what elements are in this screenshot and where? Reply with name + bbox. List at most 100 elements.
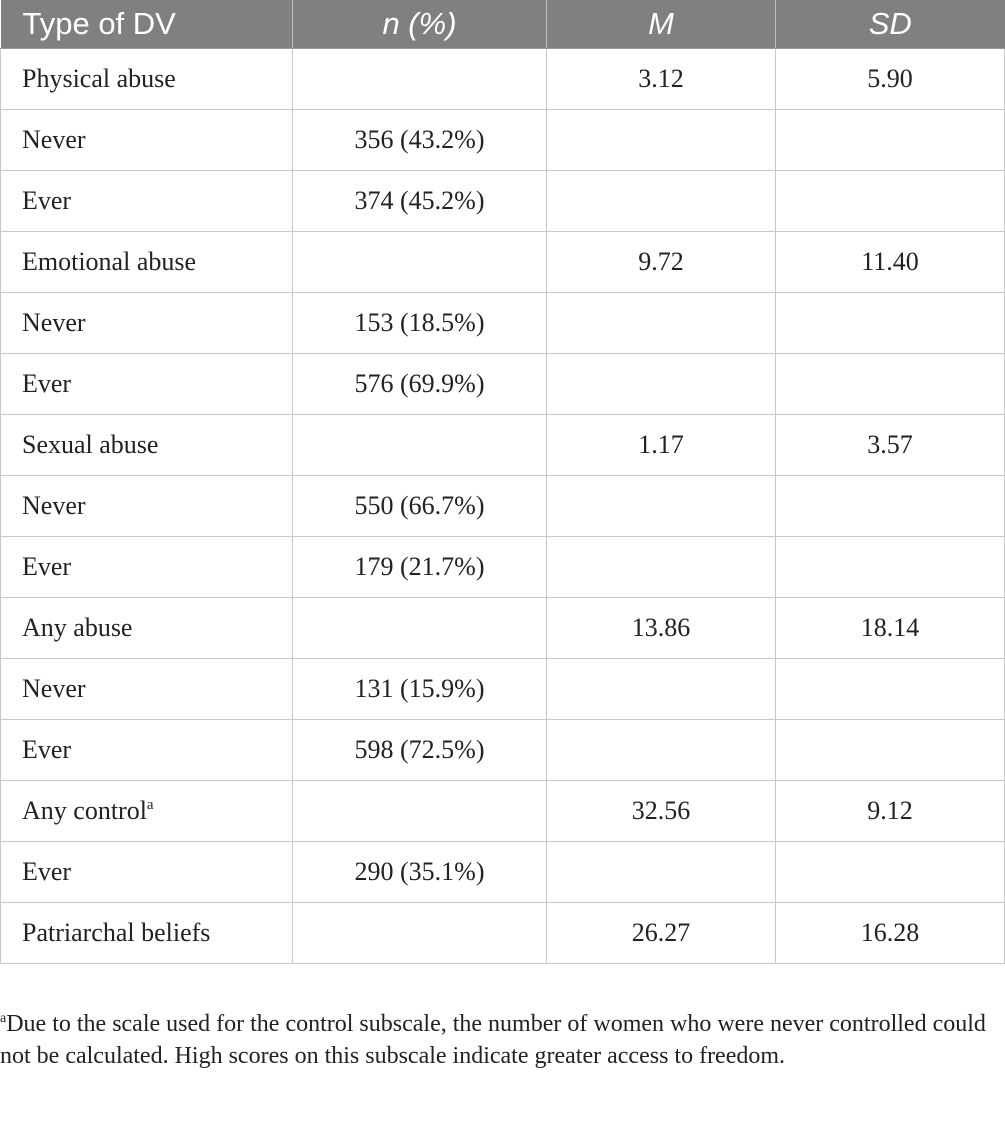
row-label-cell: Never (0, 109, 293, 171)
table-row: Never 131 (15.9%) (0, 658, 1005, 720)
table-row: Ever 179 (21.7%) (0, 536, 1005, 598)
mean-cell (546, 109, 776, 171)
table-footnote: aDue to the scale used for the control s… (0, 1008, 1000, 1072)
table-row: Ever 598 (72.5%) (0, 719, 1005, 781)
mean-cell: 32.56 (546, 780, 776, 842)
row-label-cell: Sexual abuse (0, 414, 293, 476)
mean-cell (546, 353, 776, 415)
header-n-percent: n (%) (292, 0, 547, 49)
mean-cell: 1.17 (546, 414, 776, 476)
sd-cell (775, 841, 1005, 903)
table-row: Never 550 (66.7%) (0, 475, 1005, 537)
row-label: Ever (22, 552, 72, 581)
row-label: Any abuse (22, 613, 133, 642)
table-row: Physical abuse 3.12 5.90 (0, 48, 1005, 110)
table-row: Sexual abuse 1.17 3.57 (0, 414, 1005, 476)
row-label: Never (22, 125, 86, 154)
sd-cell: 3.57 (775, 414, 1005, 476)
row-label: Ever (22, 735, 72, 764)
n-percent-cell (292, 414, 547, 476)
row-label-cell: Ever (0, 170, 293, 232)
table-row: Ever 576 (69.9%) (0, 353, 1005, 415)
row-label-cell: Any controla (0, 780, 293, 842)
row-label-cell: Physical abuse (0, 48, 293, 110)
row-label-cell: Emotional abuse (0, 231, 293, 293)
sd-cell (775, 109, 1005, 171)
footnote-marker: a (0, 1011, 7, 1026)
row-label-cell: Never (0, 292, 293, 354)
table-row: Ever 290 (35.1%) (0, 841, 1005, 903)
table-row: Never 356 (43.2%) (0, 109, 1005, 171)
sd-cell (775, 170, 1005, 232)
table-body: Physical abuse 3.12 5.90 Never 356 (43.2%) Ev… (0, 48, 1005, 964)
footnote-text: Due to the scale used for the control su… (0, 1011, 986, 1069)
sd-cell: 9.12 (775, 780, 1005, 842)
row-label: Never (22, 491, 86, 520)
sd-cell: 18.14 (775, 597, 1005, 659)
row-label: Ever (22, 857, 72, 886)
mean-cell (546, 170, 776, 232)
sd-cell: 5.90 (775, 48, 1005, 110)
row-label-cell: Ever (0, 841, 293, 903)
sd-cell (775, 353, 1005, 415)
n-percent-cell (292, 597, 547, 659)
n-percent-cell (292, 48, 547, 110)
footnote-ref: a (146, 797, 154, 813)
dv-descriptives-table: Type of DV n (%) M SD Physical abuse 3.12… (0, 0, 1005, 964)
n-percent-cell (292, 231, 547, 293)
header-type-of-dv: Type of DV (0, 0, 293, 49)
row-label-cell: Never (0, 475, 293, 537)
n-percent-cell: 153 (18.5%) (292, 292, 547, 354)
n-percent-cell: 374 (45.2%) (292, 170, 547, 232)
row-label: Sexual abuse (22, 430, 159, 459)
n-percent-cell: 576 (69.9%) (292, 353, 547, 415)
table-row: Patriarchal beliefs 26.27 16.28 (0, 902, 1005, 964)
table-row: Any controla 32.56 9.12 (0, 780, 1005, 842)
mean-cell (546, 292, 776, 354)
table-header: Type of DV n (%) M SD (0, 0, 1005, 49)
sd-cell: 11.40 (775, 231, 1005, 293)
header-sd: SD (775, 0, 1005, 49)
row-label-cell: Ever (0, 536, 293, 598)
sd-cell (775, 719, 1005, 781)
row-label-cell: Patriarchal beliefs (0, 902, 293, 964)
table-row: Ever 374 (45.2%) (0, 170, 1005, 232)
mean-cell: 3.12 (546, 48, 776, 110)
row-label: Never (22, 674, 86, 703)
row-label: Any control (22, 796, 147, 825)
header-mean: M (546, 0, 776, 49)
n-percent-cell: 179 (21.7%) (292, 536, 547, 598)
table-row: Any abuse 13.86 18.14 (0, 597, 1005, 659)
mean-cell (546, 841, 776, 903)
row-label-cell: Ever (0, 719, 293, 781)
n-percent-cell (292, 902, 547, 964)
mean-cell (546, 719, 776, 781)
n-percent-cell: 131 (15.9%) (292, 658, 547, 720)
mean-cell (546, 658, 776, 720)
mean-cell: 26.27 (546, 902, 776, 964)
sd-cell (775, 658, 1005, 720)
table-row: Never 153 (18.5%) (0, 292, 1005, 354)
sd-cell: 16.28 (775, 902, 1005, 964)
n-percent-cell (292, 780, 547, 842)
row-label: Patriarchal beliefs (22, 918, 211, 947)
row-label-cell: Never (0, 658, 293, 720)
row-label: Ever (22, 186, 72, 215)
row-label-cell: Any abuse (0, 597, 293, 659)
mean-cell (546, 536, 776, 598)
table-row: Emotional abuse 9.72 11.40 (0, 231, 1005, 293)
n-percent-cell: 598 (72.5%) (292, 719, 547, 781)
n-percent-cell: 290 (35.1%) (292, 841, 547, 903)
row-label-cell: Ever (0, 353, 293, 415)
row-label: Never (22, 308, 86, 337)
header-n-percent-text: n (%) (382, 6, 457, 41)
mean-cell: 9.72 (546, 231, 776, 293)
sd-cell (775, 475, 1005, 537)
row-label: Ever (22, 369, 72, 398)
mean-cell (546, 475, 776, 537)
sd-cell (775, 292, 1005, 354)
sd-cell (775, 536, 1005, 598)
n-percent-cell: 550 (66.7%) (292, 475, 547, 537)
row-label: Emotional abuse (22, 247, 197, 276)
n-percent-cell: 356 (43.2%) (292, 109, 547, 171)
